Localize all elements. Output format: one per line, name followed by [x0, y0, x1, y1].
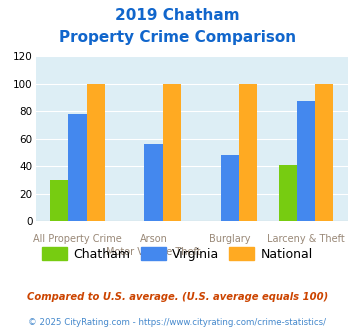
Bar	[144, 144, 163, 221]
Bar	[221, 155, 239, 221]
Text: Property Crime Comparison: Property Crime Comparison	[59, 30, 296, 45]
Bar	[68, 114, 87, 221]
Text: Larceny & Theft: Larceny & Theft	[267, 234, 345, 244]
Legend: Chatham, Virginia, National: Chatham, Virginia, National	[37, 242, 318, 266]
Text: All Property Crime: All Property Crime	[33, 234, 122, 244]
Text: Motor Vehicle Theft: Motor Vehicle Theft	[106, 247, 201, 257]
Bar	[279, 165, 297, 221]
Text: Arson: Arson	[140, 234, 168, 244]
Bar	[297, 101, 315, 221]
Text: 2019 Chatham: 2019 Chatham	[115, 8, 240, 23]
Bar	[87, 83, 105, 221]
Text: © 2025 CityRating.com - https://www.cityrating.com/crime-statistics/: © 2025 CityRating.com - https://www.city…	[28, 318, 327, 327]
Bar	[50, 180, 68, 221]
Text: Compared to U.S. average. (U.S. average equals 100): Compared to U.S. average. (U.S. average …	[27, 292, 328, 302]
Text: Burglary: Burglary	[209, 234, 251, 244]
Bar	[315, 83, 333, 221]
Bar	[239, 83, 257, 221]
Bar	[163, 83, 181, 221]
